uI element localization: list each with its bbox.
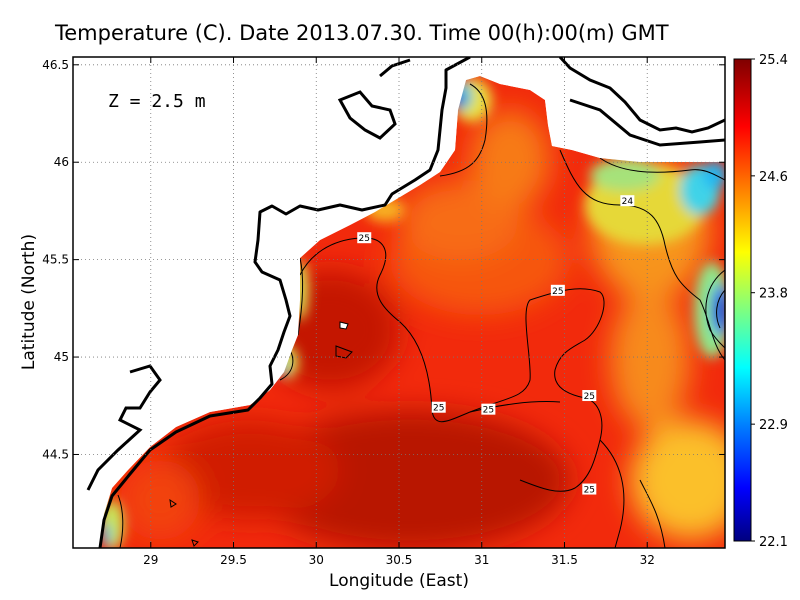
contour-label-box [431, 401, 446, 413]
x-tick-label: 31 [474, 553, 489, 567]
contour-label: 25 [582, 390, 597, 402]
x-tick-label: 30 [309, 553, 324, 567]
y-tick-label: 44.5 [42, 447, 69, 461]
x-axis-title: Longitude (East) [329, 571, 469, 591]
x-tick-label: 29 [143, 553, 158, 567]
colorbar-tick-label: 25.4 [759, 53, 788, 68]
y-axis-ticks: 44.5 45 45.5 46 46.5 [42, 58, 725, 461]
temperature-field [73, 57, 725, 548]
x-tick-label: 29.5 [220, 553, 247, 567]
contour-label: 25 [550, 284, 565, 297]
contour-label-text: 24 [622, 197, 634, 207]
colorbar-tick-label: 22.1 [759, 535, 788, 550]
y-axis-title: Latitude (North) [19, 234, 39, 370]
y-tick-label: 45 [54, 350, 69, 364]
contour-label: 25 [431, 401, 446, 414]
contour-label-text: 25 [552, 287, 563, 297]
colorbar-ticks: 25.4 24.6 23.8 22.9 22.1 [751, 53, 788, 550]
colorbar-gradient [733, 58, 752, 542]
contour-label-text: 25 [584, 486, 595, 496]
x-tick-label: 31.5 [551, 553, 578, 567]
x-axis-ticks: 29 29.5 30 30.5 31 31.5 32 [143, 57, 655, 567]
colorbar-tick-label: 22.9 [759, 418, 788, 433]
contour-label: 25 [481, 403, 496, 416]
coastline [98, 57, 471, 548]
contour-label-text: 25 [359, 234, 370, 244]
land-mask [73, 57, 725, 548]
y-tick-label: 46.5 [42, 58, 69, 72]
contour-label-box [481, 403, 496, 415]
gridlines [73, 57, 725, 548]
x-tick-label: 30.5 [386, 553, 413, 567]
contour-label-text: 25 [584, 392, 595, 402]
contour-label-text: 25 [433, 404, 444, 414]
colorbar: 25.4 24.6 23.8 22.9 22.1 [733, 53, 788, 550]
colorbar-tick-label: 24.6 [759, 170, 788, 185]
contour-label-box [550, 284, 565, 296]
contour-lines [117, 83, 725, 548]
y-tick-label: 46 [54, 155, 69, 169]
contour-label-box [582, 483, 597, 495]
contour-label-text: 25 [483, 406, 494, 416]
contour-label-box [582, 390, 597, 402]
contour-label-box [357, 232, 372, 244]
depth-annotation: Z = 2.5 m [108, 91, 206, 112]
contour-label: 24 [620, 195, 635, 207]
contour-label: 25 [357, 232, 372, 244]
contour-labels: 25 25 25 25 25 25 24 [357, 195, 635, 496]
chart-title: Temperature (C). Date 2013.07.30. Time 0… [54, 21, 669, 45]
x-tick-label: 32 [640, 553, 655, 567]
y-tick-label: 45.5 [42, 253, 69, 267]
contour-label-box [620, 195, 635, 207]
contour-label: 25 [582, 483, 597, 496]
colorbar-tick-label: 23.8 [759, 287, 788, 302]
